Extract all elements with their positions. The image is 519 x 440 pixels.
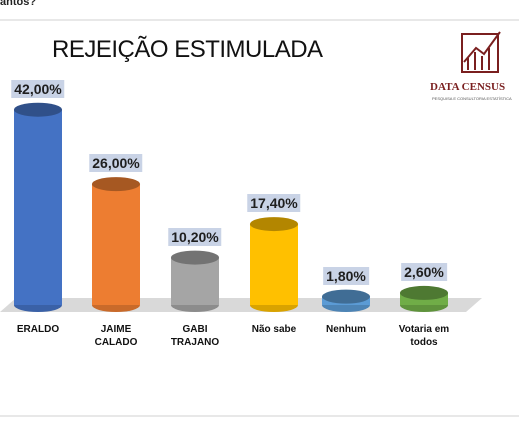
- bar-top: [400, 285, 448, 300]
- x-tick-label: Votaria em todos: [398, 324, 450, 348]
- x-tick-label: JAIME CALADO: [94, 324, 138, 348]
- logo-icon: [461, 31, 501, 73]
- bar-top: [92, 177, 140, 192]
- bar: [250, 224, 298, 305]
- x-tick-label: Não sabe: [251, 324, 297, 335]
- bar: [14, 109, 62, 305]
- question: antos?: [0, 0, 37, 8]
- value-label: 2,60%: [401, 262, 447, 281]
- bar-top: [322, 289, 370, 304]
- bar: [171, 257, 219, 305]
- logo-tagline: PESQUISA E CONSULTORIA ESTATÍSTICA: [432, 96, 512, 101]
- value-label: 26,00%: [89, 154, 143, 173]
- logo-name: DATA CENSUS: [430, 81, 506, 93]
- x-tick-label: GABI TRAJANO: [170, 324, 220, 348]
- value-label: 17,40%: [247, 194, 301, 213]
- value-label: 10,20%: [168, 227, 222, 246]
- bar-top: [14, 102, 62, 117]
- x-tick-label: ERALDO: [16, 324, 60, 335]
- x-tick-label: Nenhum: [326, 324, 366, 335]
- chart-title: REJEIÇÃO ESTIMULADA: [52, 36, 323, 63]
- value-label: 42,00%: [11, 79, 65, 98]
- bar: [92, 184, 140, 305]
- bar-top: [250, 217, 298, 232]
- value-label: 1,80%: [323, 266, 369, 285]
- bar-top: [171, 250, 219, 265]
